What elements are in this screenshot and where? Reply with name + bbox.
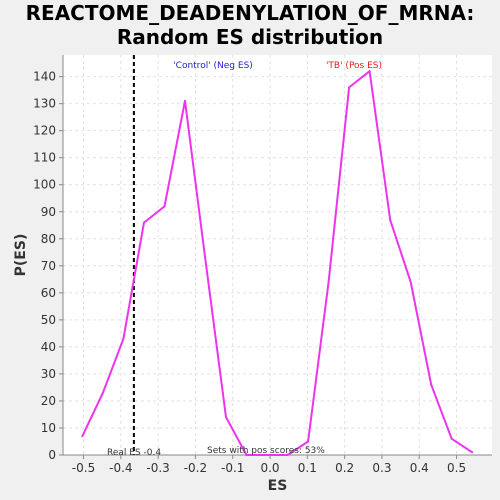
x-tick-label: -0.5 (72, 461, 95, 475)
x-axis-label: ES (268, 478, 288, 494)
data-point (368, 70, 371, 73)
data-point (142, 221, 145, 224)
data-point (266, 454, 269, 456)
x-tick-label: 0.0 (260, 461, 279, 475)
data-point (81, 435, 84, 438)
y-tick-label: 70 (41, 259, 56, 273)
x-axis-ticks: -0.5 -0.4 -0.3 -0.2 -0.1 0.0 0.1 0.2 0.3 0.4 0.5 (72, 455, 466, 475)
data-point (348, 86, 351, 89)
chart-title-line2: Random ES distribution (116, 25, 384, 49)
x-tick-label: -0.4 (109, 461, 132, 475)
x-tick-label: 0.2 (335, 461, 354, 475)
data-point (450, 437, 453, 440)
y-tick-label: 130 (33, 97, 56, 111)
x-tick-label: 0.5 (447, 461, 466, 475)
y-tick-label: 0 (48, 448, 56, 462)
y-tick-label: 140 (33, 70, 56, 84)
data-point (183, 99, 186, 102)
data-point (245, 454, 248, 456)
x-tick-label: -0.2 (184, 461, 207, 475)
y-tick-label: 90 (41, 205, 56, 219)
x-tick-label: 0.3 (372, 461, 391, 475)
tb-annotation: 'TB' (Pos ES) (326, 61, 382, 71)
y-axis-ticks: 0 10 20 30 40 50 60 70 80 90 100 110 120 130 140 (33, 70, 63, 462)
data-point (122, 337, 125, 340)
x-tick-label: 0.1 (298, 461, 317, 475)
chart-title-line1: REACTOME_DEADENYLATION_OF_MRNA: (25, 1, 475, 25)
y-tick-label: 20 (41, 394, 56, 408)
pos-scores-annotation: Sets with pos scores: 53% (207, 446, 325, 456)
x-tick-label: 0.4 (410, 461, 429, 475)
y-tick-label: 10 (41, 421, 56, 435)
data-point (101, 391, 104, 394)
real-es-annotation: Real ES -0.4 (107, 448, 161, 458)
plot-area (63, 55, 492, 455)
data-point (225, 416, 228, 419)
x-tick-label: -0.1 (221, 461, 244, 475)
data-point (409, 281, 412, 284)
y-tick-label: 100 (33, 178, 56, 192)
y-tick-label: 40 (41, 340, 56, 354)
y-tick-label: 60 (41, 286, 56, 300)
data-point (471, 451, 474, 454)
data-point (430, 383, 433, 386)
gridlines (63, 55, 492, 456)
y-tick-label: 30 (41, 367, 56, 381)
x-tick-label: -0.3 (146, 461, 169, 475)
data-point (389, 218, 392, 221)
data-point (163, 205, 166, 208)
data-point (327, 281, 330, 284)
data-point (286, 454, 289, 456)
y-tick-label: 80 (41, 232, 56, 246)
y-tick-label: 110 (33, 151, 56, 165)
data-point (307, 440, 310, 443)
y-tick-label: 50 (41, 313, 56, 327)
series-points (81, 70, 474, 456)
control-annotation: 'Control' (Neg ES) (173, 61, 253, 71)
y-tick-label: 120 (33, 124, 56, 138)
data-point (204, 259, 207, 262)
y-axis-label: P(ES) (13, 234, 29, 277)
series-line (81, 70, 473, 456)
